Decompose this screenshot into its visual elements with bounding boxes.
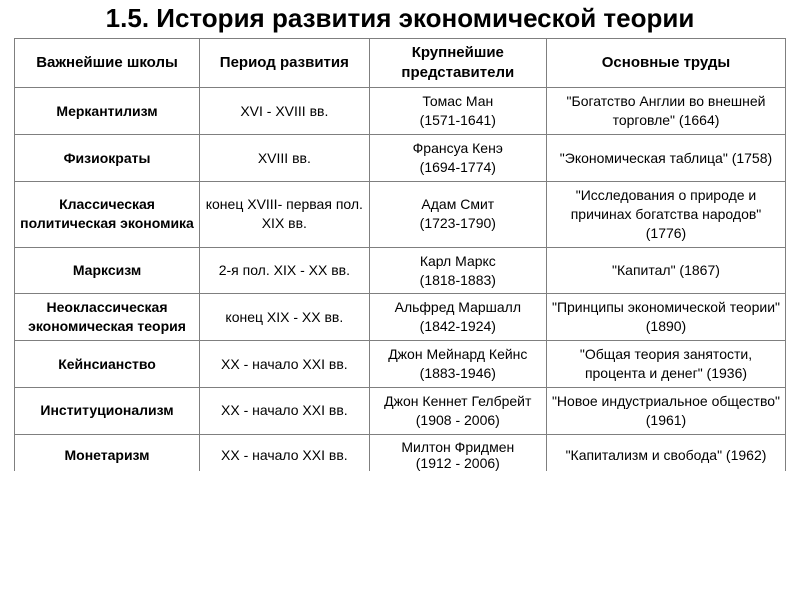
rep-name: Томас Ман bbox=[374, 92, 542, 111]
cell-rep: Франсуа Кенэ (1694-1774) bbox=[369, 135, 546, 182]
cell-rep: Адам Смит (1723-1790) bbox=[369, 181, 546, 247]
cell-period: конец XVIII- первая пол. XIX вв. bbox=[200, 181, 370, 247]
table-row: Меркантилизм XVI - XVIII вв. Томас Ман (… bbox=[15, 88, 786, 135]
cell-rep: Милтон Фридмен (1912 - 2006) bbox=[369, 434, 546, 471]
cell-works: "Капитализм и свобода" (1962) bbox=[546, 434, 785, 471]
rep-years: (1723-1790) bbox=[374, 214, 542, 233]
cell-school: Монетаризм bbox=[15, 434, 200, 471]
table-row: Институционализм XX - начало XXI вв. Джо… bbox=[15, 387, 786, 434]
cell-rep: Альфред Маршалл (1842-1924) bbox=[369, 294, 546, 341]
cell-works: "Капитал" (1867) bbox=[546, 247, 785, 294]
cell-works: "Богатство Англии во внешней торговле" (… bbox=[546, 88, 785, 135]
rep-years: (1571-1641) bbox=[374, 111, 542, 130]
rep-years: (1694-1774) bbox=[374, 158, 542, 177]
rep-name: Альфред Маршалл bbox=[374, 298, 542, 317]
cell-rep: Джон Кеннет Гелбрейт (1908 - 2006) bbox=[369, 387, 546, 434]
cell-period: XVI - XVIII вв. bbox=[200, 88, 370, 135]
cell-school: Кейнсианство bbox=[15, 341, 200, 388]
cell-period: XVIII вв. bbox=[200, 135, 370, 182]
table-row: Марксизм 2-я пол. XIX - XX вв. Карл Марк… bbox=[15, 247, 786, 294]
cell-period: XX - начало XXI вв. bbox=[200, 434, 370, 471]
cell-school: Классическая политическая экономика bbox=[15, 181, 200, 247]
rep-years: (1842-1924) bbox=[374, 317, 542, 336]
table-header-row: Важнейшие школы Период развития Крупнейш… bbox=[15, 38, 786, 88]
rep-name: Джон Кеннет Гелбрейт bbox=[374, 392, 542, 411]
cell-period: XX - начало XXI вв. bbox=[200, 341, 370, 388]
col-schools: Важнейшие школы bbox=[15, 38, 200, 88]
rep-name: Франсуа Кенэ bbox=[374, 139, 542, 158]
cell-school: Меркантилизм bbox=[15, 88, 200, 135]
rep-name: Милтон Фридмен bbox=[374, 439, 542, 455]
cell-rep: Томас Ман (1571-1641) bbox=[369, 88, 546, 135]
rep-years: (1883-1946) bbox=[374, 364, 542, 383]
table-row: Физиократы XVIII вв. Франсуа Кенэ (1694-… bbox=[15, 135, 786, 182]
col-works: Основные труды bbox=[546, 38, 785, 88]
cell-school: Неоклассическая экономическая теория bbox=[15, 294, 200, 341]
cell-works: "Исследования о природе и причинах богат… bbox=[546, 181, 785, 247]
table-row: Неоклассическая экономическая теория кон… bbox=[15, 294, 786, 341]
col-reps: Крупнейшие представители bbox=[369, 38, 546, 88]
table-row: Классическая политическая экономика коне… bbox=[15, 181, 786, 247]
rep-name: Джон Мейнард Кейнс bbox=[374, 345, 542, 364]
rep-name: Карл Маркс bbox=[374, 252, 542, 271]
table-row: Монетаризм XX - начало XXI вв. Милтон Фр… bbox=[15, 434, 786, 471]
rep-name: Адам Смит bbox=[374, 195, 542, 214]
cell-school: Институционализм bbox=[15, 387, 200, 434]
cell-period: конец XIX - XX вв. bbox=[200, 294, 370, 341]
economics-history-table: Важнейшие школы Период развития Крупнейш… bbox=[14, 38, 786, 471]
page-title: 1.5. История развития экономической теор… bbox=[14, 4, 786, 34]
cell-works: "Новое индустриальное общество" (1961) bbox=[546, 387, 785, 434]
cell-school: Марксизм bbox=[15, 247, 200, 294]
rep-years: (1908 - 2006) bbox=[374, 411, 542, 430]
rep-years: (1912 - 2006) bbox=[374, 455, 542, 471]
cell-rep: Джон Мейнард Кейнс (1883-1946) bbox=[369, 341, 546, 388]
cell-period: XX - начало XXI вв. bbox=[200, 387, 370, 434]
table-row: Кейнсианство XX - начало XXI вв. Джон Ме… bbox=[15, 341, 786, 388]
slide: 1.5. История развития экономической теор… bbox=[0, 0, 800, 600]
cell-school: Физиократы bbox=[15, 135, 200, 182]
rep-years: (1818-1883) bbox=[374, 271, 542, 290]
col-period: Период развития bbox=[200, 38, 370, 88]
cell-works: "Принципы экономической теории" (1890) bbox=[546, 294, 785, 341]
cell-rep: Карл Маркс (1818-1883) bbox=[369, 247, 546, 294]
cell-works: "Экономическая таблица" (1758) bbox=[546, 135, 785, 182]
cell-works: "Общая теория занятости, процента и дене… bbox=[546, 341, 785, 388]
cell-period: 2-я пол. XIX - XX вв. bbox=[200, 247, 370, 294]
